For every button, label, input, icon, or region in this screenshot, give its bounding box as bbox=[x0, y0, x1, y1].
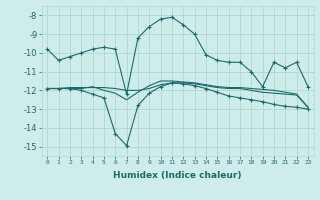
X-axis label: Humidex (Indice chaleur): Humidex (Indice chaleur) bbox=[113, 171, 242, 180]
